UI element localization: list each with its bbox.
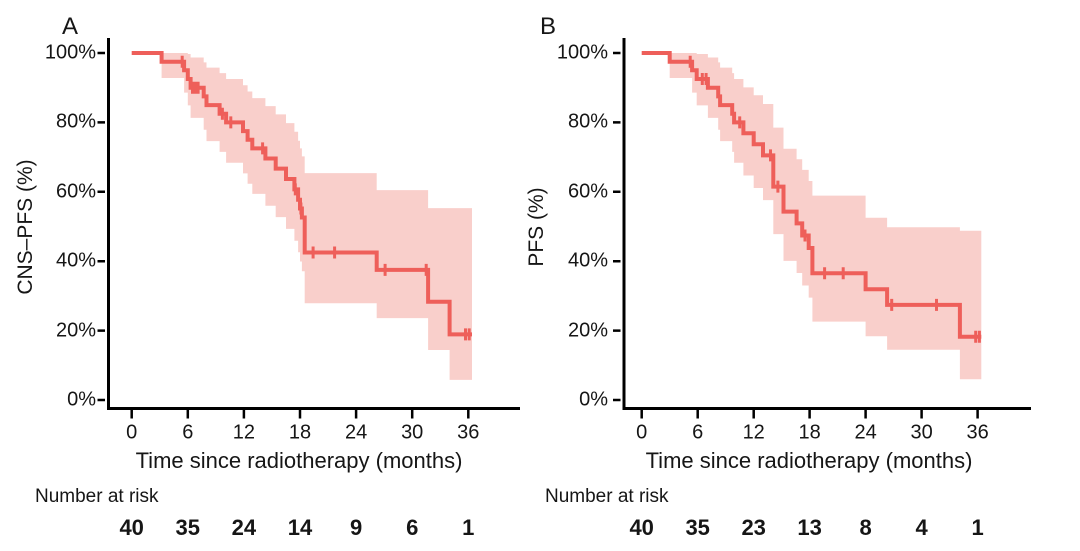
panel-a-x-axis-title: Time since radiotherapy (months) <box>135 448 463 473</box>
panel-a-y-tick-label: 20% <box>55 319 96 342</box>
panel-a-risk-count: 14 <box>287 515 313 540</box>
panel-b-risk-count: 13 <box>797 515 822 540</box>
panel-b-x-axis-title: Time since radiotherapy (months) <box>645 448 973 473</box>
panel-b-risk-count: 23 <box>741 515 766 540</box>
panel-b-y-tick-label: 60% <box>567 180 608 203</box>
panel-a-censor-marks <box>180 55 471 341</box>
panel-b-risk-count: 35 <box>685 515 710 540</box>
panel-b-x-tick-label: 0 <box>636 421 648 444</box>
panel-b-x-tick-label: 30 <box>910 421 933 444</box>
panel-a-risk-count: 9 <box>349 515 363 540</box>
panel-a-x-tick-label: 0 <box>126 421 138 444</box>
panel-b-y-tick-label: 20% <box>567 319 608 342</box>
panel-a-x-tick-label: 36 <box>457 421 480 444</box>
panel-b-axis-ticks <box>613 51 979 419</box>
panel-b-y-tick-label: 80% <box>567 110 608 133</box>
panel-a-number-at-risk-label: Number at risk <box>35 486 159 507</box>
panel-a-risk-count: 24 <box>231 515 257 540</box>
panel-b-x-tick-label: 24 <box>854 421 877 444</box>
panel-b-y-tick-label: 100% <box>556 41 608 64</box>
panel-b-y-tick-label: 0% <box>579 388 608 411</box>
panel-a-x-tick-label: 18 <box>288 421 312 444</box>
panel-b-x-tick-label: 36 <box>966 421 989 444</box>
panel-b-number-at-risk-label: Number at risk <box>545 486 669 507</box>
panel-a-x-tick-label: 30 <box>401 421 424 444</box>
panel-a-x-tick-label: 6 <box>182 421 194 444</box>
panel-a-risk-count: 35 <box>175 515 201 540</box>
panel-b-risk-count: 1 <box>971 515 984 540</box>
panel-b-confidence-band <box>669 53 982 380</box>
panel-b-x-tick-label: 6 <box>692 421 704 444</box>
panel-a-confidence-band <box>161 53 472 380</box>
panel-a-risk-count: 1 <box>462 515 475 540</box>
panel-b-censor-marks <box>688 55 981 343</box>
panel-a-y-tick-label: 100% <box>44 41 96 64</box>
panel-a-y-tick-label: 60% <box>55 180 96 203</box>
panel-b-y-tick-label: 40% <box>567 249 608 272</box>
panel-a-survival-curve <box>131 51 472 337</box>
panel-a-y-tick-label: 80% <box>55 110 96 133</box>
panel-b-risk-count: 4 <box>915 515 928 540</box>
panel-b-risk-count: 8 <box>859 515 872 540</box>
panel-b-x-tick-label: 12 <box>742 421 765 444</box>
panel-b-risk-count: 40 <box>629 515 654 540</box>
panel-b-x-tick-label: 18 <box>798 421 821 444</box>
panel-a-y-tick-label: 40% <box>55 249 96 272</box>
panel-a-x-tick-label: 24 <box>344 421 368 444</box>
panel-a-risk-count: 40 <box>119 515 144 540</box>
panel-a-x-tick-label: 12 <box>232 421 256 444</box>
panel-a-label: A <box>62 13 79 40</box>
panel-b-label: B <box>540 13 557 40</box>
panel-a-y-tick-label: 0% <box>67 388 96 411</box>
panel-a-axis-ticks <box>97 51 470 419</box>
panel-a-risk-count: 6 <box>406 515 419 540</box>
